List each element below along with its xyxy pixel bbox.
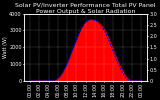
Title: Solar PV/Inverter Performance Total PV Panel Power Output & Solar Radiation: Solar PV/Inverter Performance Total PV P… — [15, 3, 156, 14]
Y-axis label: Watt (W): Watt (W) — [3, 36, 8, 58]
